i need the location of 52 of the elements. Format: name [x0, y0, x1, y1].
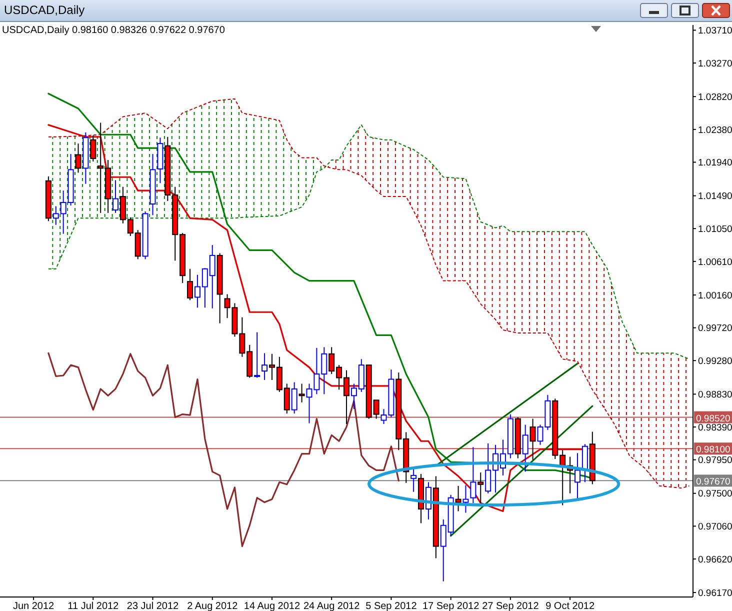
- x-tick-label: 9 Oct 2012: [546, 601, 595, 611]
- ref-line-label: 0.97670: [696, 476, 730, 488]
- x-tick-label: 11 Jul 2012: [68, 601, 120, 611]
- ref-line-label: 0.98520: [696, 413, 730, 424]
- candlestick: [478, 472, 484, 504]
- line-series: [48, 352, 400, 548]
- candlestick: [455, 485, 462, 512]
- candlestick: [298, 383, 305, 403]
- y-tick-label: 1.01050: [698, 224, 732, 235]
- y-tick-label: 1.00160: [698, 290, 732, 302]
- y-tick-label: 0.98390: [698, 422, 732, 434]
- candlestick: [90, 134, 96, 162]
- candlestick: [254, 332, 260, 378]
- candlestick: [410, 467, 417, 492]
- y-tick-label: 1.01940: [698, 158, 732, 169]
- candlestick: [582, 444, 588, 483]
- y-tick-label: 0.97060: [698, 522, 732, 533]
- candlestick: [462, 484, 469, 514]
- line-series: [48, 98, 690, 489]
- y-tick-label: 0.99720: [698, 323, 732, 334]
- y-tick-label: 1.00610: [698, 256, 732, 268]
- y-tick-label: 1.03270: [698, 58, 732, 70]
- candlestick: [470, 446, 476, 504]
- candlestick: [522, 424, 528, 472]
- y-tick-label: 1.02380: [698, 124, 732, 136]
- chart-title: USDCAD,Daily: [4, 3, 85, 17]
- x-tick-label: 27 Sep 2012: [482, 601, 540, 611]
- y-tick-label: 0.96170: [698, 588, 732, 599]
- y-tick-label: 0.97500: [698, 488, 732, 500]
- y-tick-label: 0.97950: [698, 455, 732, 466]
- candlestick: [262, 352, 268, 380]
- x-tick-label: 17 Sep 2012: [422, 601, 480, 611]
- x-tick-label: 23 Jul 2012: [126, 601, 180, 611]
- chart-subtitle: USDCAD,Daily 0.98160 0.98326 0.97622 0.97670: [2, 25, 225, 36]
- y-tick-label: 0.96620: [698, 554, 732, 566]
- candlestick: [187, 268, 194, 301]
- x-tick-label: 14 Aug 2012: [244, 601, 301, 611]
- y-tick-label: 1.02820: [698, 92, 732, 103]
- candlestick: [530, 418, 536, 460]
- y-tick-label: 1.03710: [698, 26, 732, 37]
- candlestick: [75, 143, 82, 174]
- y-tick-label: 1.01490: [698, 191, 732, 202]
- candlestick: [291, 382, 298, 414]
- x-tick-label: Jun 2012: [12, 601, 55, 611]
- candlestick: [112, 180, 118, 214]
- y-tick-label: 0.99280: [698, 356, 732, 367]
- ref-line-label: 0.98100: [696, 444, 730, 456]
- x-tick-label: 2 Aug 2012: [187, 601, 238, 611]
- x-tick-label: 5 Sep 2012: [366, 601, 418, 611]
- y-tick-label: 0.98830: [698, 390, 732, 401]
- candlestick: [574, 452, 580, 500]
- x-tick-label: 24 Aug 2012: [304, 601, 360, 611]
